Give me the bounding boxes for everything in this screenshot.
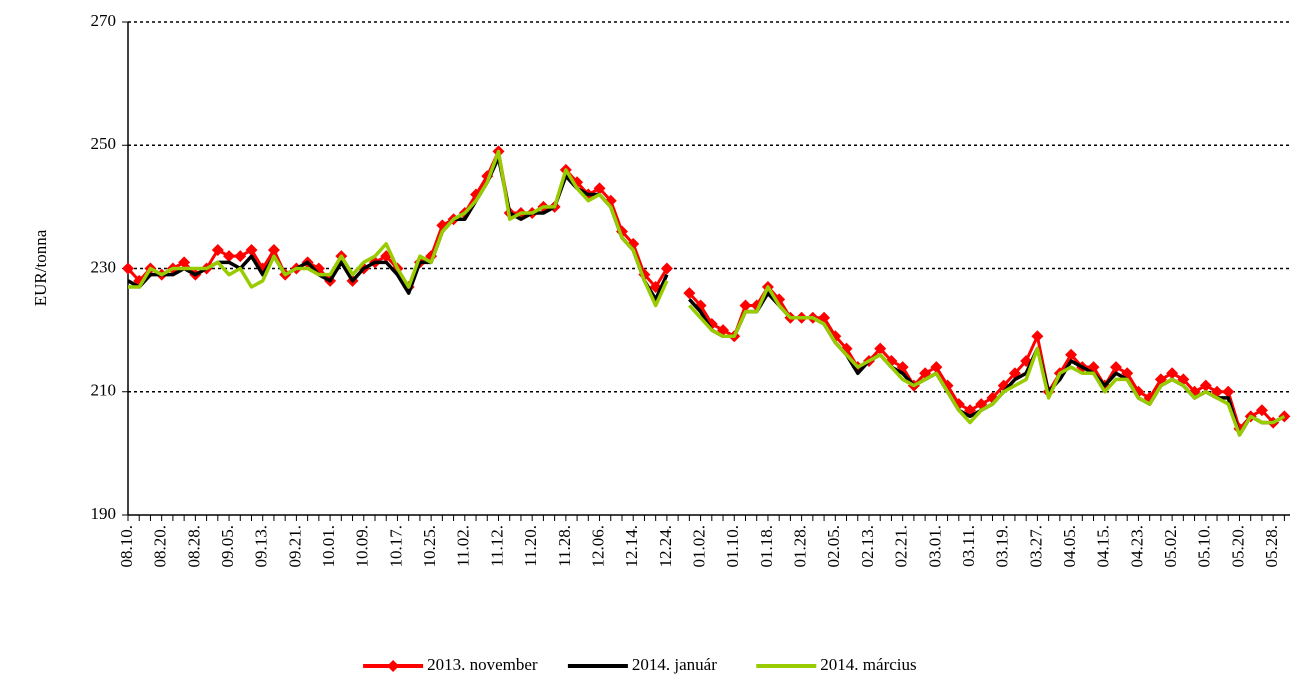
y-axis-label: EUR/tonna (31, 229, 50, 306)
x-tick-label: 03.27. (1026, 525, 1045, 568)
x-tick-label: 05.10. (1195, 525, 1214, 568)
x-tick-label: 09.21. (285, 525, 304, 568)
point-marker (683, 287, 696, 300)
x-tick-label: 01.10. (723, 525, 742, 568)
point-marker (211, 244, 224, 257)
legend-marker (387, 660, 400, 672)
y-tick-label: 190 (91, 504, 117, 523)
point-marker (1065, 348, 1078, 361)
point-marker (874, 342, 887, 355)
y-tick-label: 210 (91, 381, 117, 400)
legend-item: 2014. január (567, 655, 717, 674)
legend-item: 2014. március (756, 655, 917, 674)
x-tick-label: 10.09. (353, 525, 372, 568)
point-marker (1255, 404, 1268, 417)
point-marker (122, 262, 134, 275)
x-tick-label: 12.06. (588, 525, 607, 568)
x-tick-label: 10.17. (386, 525, 405, 568)
y-tick-label: 250 (91, 134, 117, 153)
point-marker (593, 182, 606, 195)
x-tick-label: 11.02. (454, 525, 473, 567)
x-tick-label: 05.20. (1228, 525, 1247, 568)
x-tick-label: 09.05. (218, 525, 237, 568)
x-tick-label: 08.10. (117, 525, 136, 568)
x-tick-label: 04.15. (1094, 525, 1113, 568)
point-marker (234, 250, 247, 263)
x-tick-label: 09.13. (252, 525, 271, 568)
legend-label: 2013. november (427, 655, 538, 674)
x-tick-label: 08.20. (151, 525, 170, 568)
x-tick-label: 11.12. (487, 525, 506, 567)
point-marker (245, 244, 258, 257)
point-marker (930, 361, 943, 374)
y-tick-label: 270 (91, 11, 117, 30)
x-tick-label: 04.23. (1127, 525, 1146, 568)
x-tick-label: 01.28. (791, 525, 810, 568)
point-marker (178, 256, 191, 269)
x-tick-label: 03.01. (925, 525, 944, 568)
point-marker (1199, 379, 1212, 392)
x-tick-label: 03.19. (993, 525, 1012, 568)
x-tick-label: 12.24. (656, 525, 675, 568)
x-tick-label: 02.13. (858, 525, 877, 568)
legend-item: 2013. november (363, 655, 538, 674)
x-tick-label: 01.02. (689, 525, 708, 568)
x-tick-label: 02.05. (824, 525, 843, 568)
series-line (127, 155, 1286, 437)
point-marker (739, 299, 752, 312)
point-marker (267, 244, 280, 257)
x-tick-label: 10.25. (420, 525, 439, 568)
point-marker (1031, 330, 1044, 343)
x-tick-label: 08.28. (184, 525, 203, 568)
point-marker (660, 262, 673, 275)
x-tick-label: 03.11. (959, 525, 978, 567)
point-marker (1166, 367, 1179, 380)
legend-label: 2014. március (820, 655, 916, 674)
point-marker (1109, 361, 1122, 374)
x-tick-label: 10.01. (319, 525, 338, 568)
x-tick-label: 02.21. (892, 525, 911, 568)
x-tick-label: 12.14. (622, 525, 641, 568)
x-tick-label: 04.05. (1060, 525, 1079, 568)
series-line (128, 149, 1286, 437)
x-tick-label: 05.28. (1262, 525, 1281, 568)
x-tick-label: 11.20. (521, 525, 540, 567)
point-marker (1222, 385, 1235, 398)
legend-label: 2014. január (632, 655, 717, 674)
x-tick-label: 05.02. (1161, 525, 1180, 568)
y-tick-label: 230 (91, 257, 117, 276)
x-tick-label: 01.18. (757, 525, 776, 568)
x-tick-label: 11.28. (555, 525, 574, 567)
point-marker (223, 250, 236, 263)
